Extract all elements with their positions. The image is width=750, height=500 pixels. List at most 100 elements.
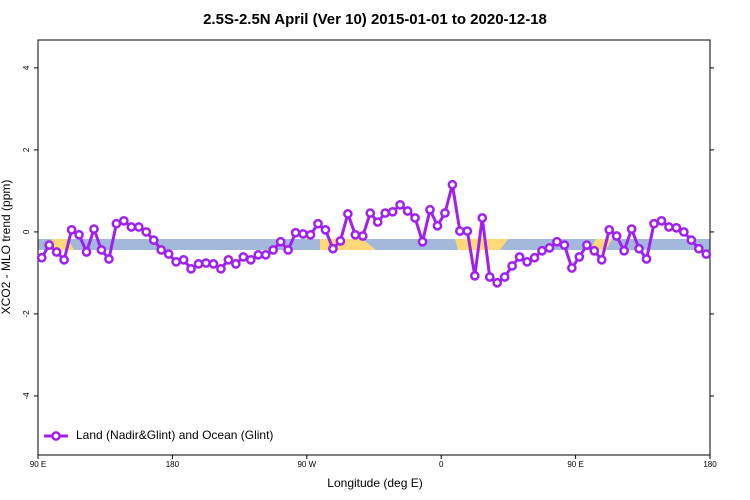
- data-point: [544, 243, 555, 253]
- data-point: [537, 245, 547, 256]
- data-point: [283, 245, 293, 255]
- data-point: [410, 213, 420, 223]
- data-point: [484, 272, 495, 282]
- data-point: [350, 229, 361, 240]
- data-point: [193, 259, 204, 269]
- data-point: [656, 215, 667, 226]
- data-point: [44, 240, 55, 250]
- data-point: [477, 213, 488, 223]
- data-point: [581, 240, 592, 250]
- data-point: [567, 263, 577, 273]
- data-point: [298, 229, 308, 239]
- data-point: [641, 254, 652, 264]
- data-point: [245, 254, 256, 265]
- y-tick-label: -4: [22, 392, 31, 400]
- data-point: [402, 206, 413, 216]
- data-point: [111, 218, 122, 229]
- data-point: [649, 218, 659, 229]
- data-point: [223, 254, 234, 265]
- data-point: [163, 249, 174, 259]
- data-point: [216, 263, 226, 274]
- data-point: [313, 218, 323, 229]
- data-point: [238, 252, 249, 262]
- data-point: [89, 224, 99, 234]
- data-point: [619, 245, 629, 256]
- data-point: [380, 208, 391, 218]
- data-point: [574, 252, 585, 262]
- x-axis-label: Longitude (deg E): [327, 476, 422, 490]
- data-point: [432, 220, 443, 231]
- data-point: [253, 250, 264, 260]
- data-point: [440, 208, 450, 218]
- data-point: [186, 263, 196, 274]
- data-point: [462, 226, 473, 236]
- data-point: [201, 258, 211, 268]
- data-point: [552, 236, 562, 247]
- data-point: [81, 247, 92, 257]
- data-point: [66, 225, 77, 235]
- data-point: [499, 272, 510, 282]
- y-tick-label: 4: [22, 65, 31, 70]
- data-point: [148, 235, 159, 245]
- data-point: [492, 277, 503, 288]
- y-axis-label: XCO2 - MLO trend (ppm): [0, 180, 13, 315]
- data-point: [231, 259, 241, 269]
- data-point: [260, 250, 271, 260]
- data-point: [664, 222, 674, 232]
- data-point: [328, 243, 338, 254]
- data-point: [320, 225, 331, 235]
- data-point: [96, 245, 107, 255]
- data-point: [104, 254, 114, 264]
- data-point: [357, 231, 368, 241]
- data-point: [626, 224, 637, 234]
- data-point: [455, 226, 465, 236]
- data-point: [290, 227, 301, 238]
- data-point: [589, 245, 600, 256]
- legend-label: Land (Nadir&Glint) and Ocean (Glint): [76, 428, 273, 442]
- data-point: [693, 243, 704, 254]
- data-point: [686, 235, 697, 245]
- data-point: [365, 208, 376, 218]
- x-tick-label: 180: [703, 460, 717, 469]
- y-tick-label: 0: [22, 229, 31, 234]
- data-point: [36, 252, 47, 263]
- data-point: [119, 215, 129, 226]
- plot-frame: [37, 39, 711, 456]
- y-tick-label: 2: [22, 147, 31, 152]
- x-tick-label: 180: [166, 460, 180, 469]
- data-point: [417, 236, 428, 247]
- data-point: [305, 229, 316, 240]
- data-point: [447, 179, 458, 190]
- data-point: [514, 252, 525, 262]
- data-point: [335, 236, 346, 246]
- x-tick-label: 90 W: [297, 460, 316, 469]
- x-tick-label: 0: [439, 460, 444, 469]
- data-point: [372, 217, 383, 227]
- data-point: [59, 254, 69, 265]
- data-point: [208, 259, 219, 269]
- data-point: [268, 245, 279, 255]
- data-point: [395, 200, 405, 210]
- data-point: [133, 222, 144, 232]
- data-point: [156, 245, 167, 255]
- data-point: [343, 209, 353, 219]
- legend-marker: [51, 431, 61, 441]
- data-point: [604, 225, 615, 235]
- x-tick-label: 90 E: [30, 460, 46, 469]
- data-point: [171, 257, 181, 267]
- data-point: [679, 227, 689, 237]
- data-point: [701, 249, 712, 259]
- x-tick-label: 90 E: [567, 460, 583, 469]
- data-point: [141, 227, 152, 237]
- data-point: [522, 257, 532, 267]
- data-point: [634, 243, 644, 254]
- data-point: [51, 247, 62, 257]
- data-point: [671, 222, 682, 233]
- data-point: [275, 236, 286, 247]
- data-point: [425, 204, 435, 215]
- chart-title: 2.5S-2.5N April (Ver 10) 2015-01-01 to 2…: [203, 11, 547, 28]
- data-point: [126, 222, 137, 232]
- data-point: [178, 254, 189, 265]
- data-point: [596, 254, 607, 265]
